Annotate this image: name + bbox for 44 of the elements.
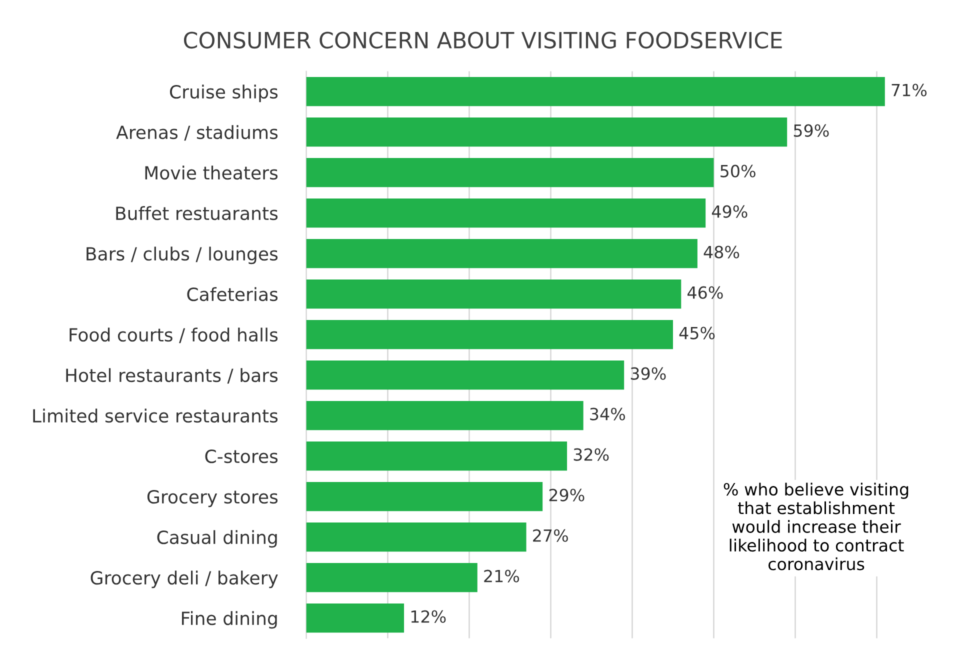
data-label: 27% — [533, 529, 568, 542]
bar — [306, 441, 568, 471]
y-tick-label: Grocery stores — [147, 490, 278, 508]
data-label: 39% — [630, 367, 666, 380]
y-tick-label: Hotel restaurants / bars — [66, 368, 278, 384]
y-tick-label: Arenas / stadiums — [116, 125, 278, 141]
y-tick-label: Fine dining — [182, 611, 277, 629]
data-label: 29% — [549, 488, 584, 502]
y-tick-label: Bars / clubs / lounges — [86, 246, 278, 264]
bar — [306, 320, 673, 350]
bar — [306, 360, 624, 390]
bar — [306, 198, 706, 228]
data-label: 21% — [484, 570, 520, 582]
bar — [306, 603, 404, 633]
y-tick-label: Grocery deli / bakery — [90, 570, 278, 588]
data-label: 49% — [712, 205, 748, 218]
y-tick-label: C-stores — [205, 449, 278, 464]
y-tick-label: Limited service restaurants — [33, 408, 278, 423]
y-tick-label: Food courts / food halls — [70, 328, 278, 344]
data-label: 48% — [704, 246, 740, 258]
data-label: 71% — [892, 84, 927, 96]
bar — [306, 76, 885, 106]
data-label: 45% — [679, 326, 715, 340]
data-label: 12% — [411, 610, 446, 623]
bar — [306, 562, 478, 592]
bar — [306, 482, 543, 512]
bar — [306, 238, 698, 268]
y-tick-label: Cafeterias — [187, 287, 278, 302]
y-tick-label: Cruise ships — [170, 84, 278, 102]
y-tick-label: Movie theaters — [145, 166, 278, 180]
bar — [306, 117, 788, 147]
bar — [306, 158, 714, 188]
data-label: 50% — [720, 164, 756, 178]
y-tick-label: Buffet restuarants — [116, 206, 278, 220]
bar — [306, 400, 584, 430]
y-tick-label: Casual dining — [157, 530, 277, 548]
data-label: 46% — [688, 286, 723, 299]
data-label: 34% — [590, 408, 626, 420]
bar — [306, 522, 526, 552]
bar — [306, 279, 682, 309]
data-label: 32% — [574, 448, 609, 461]
chart-title: CONSUMER CONCERN ABOUT VISITING FOODSERVICE — [184, 32, 782, 49]
annotation: % who believe visiting that establishment would increase their likelihood to contract coronavirus — [724, 482, 908, 570]
data-label: 59% — [794, 124, 829, 137]
